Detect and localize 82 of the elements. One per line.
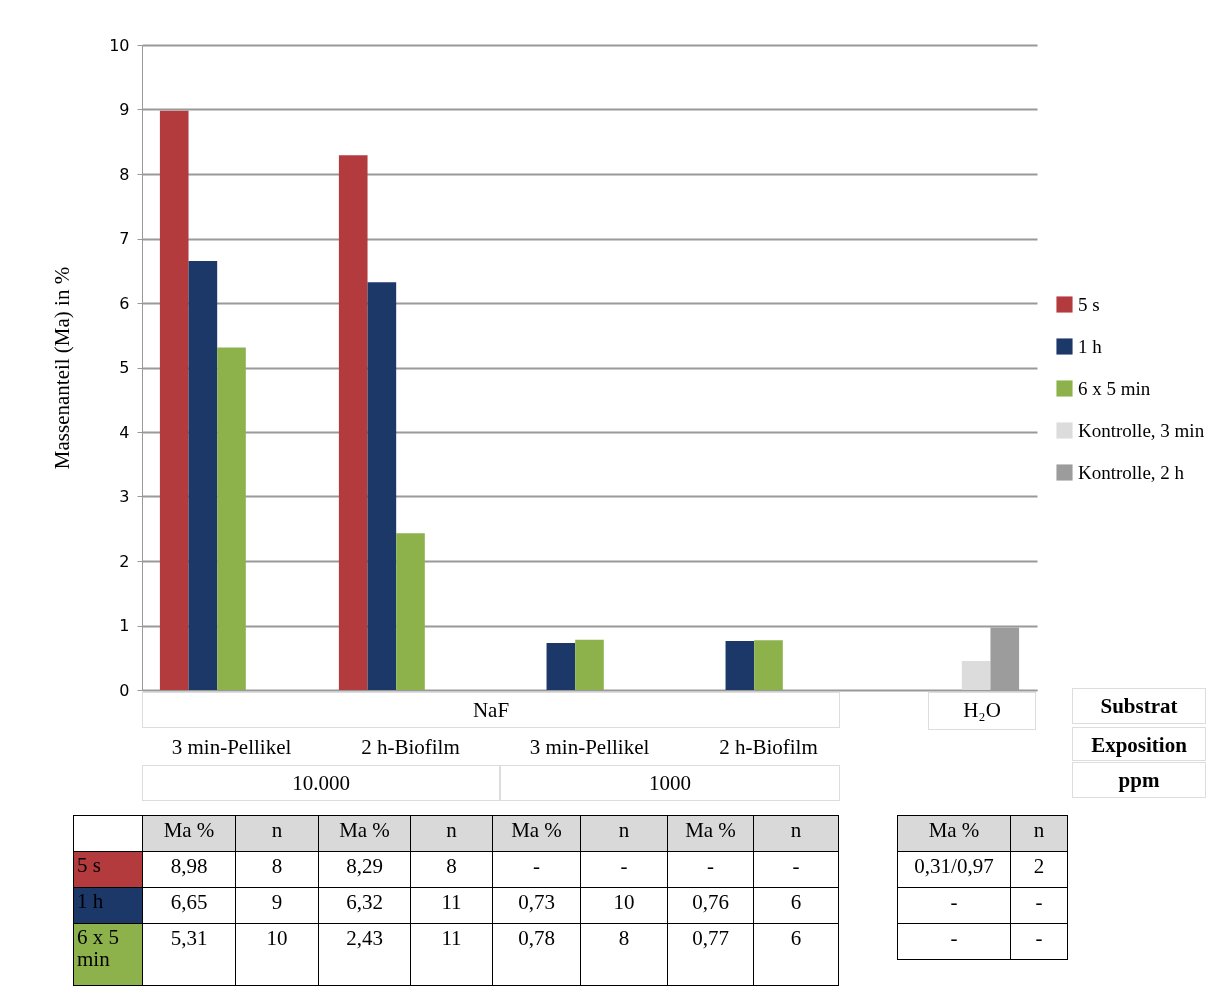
text: 6 x 5 min [77,925,119,971]
text: 11 [410,923,493,986]
text: 6,32 [318,887,411,924]
x-tick-label: 2 h-Biofilm [719,734,818,759]
bar [754,640,783,690]
bar [217,347,246,690]
legend-label: 1 h [1078,335,1103,357]
text: - [580,851,668,888]
text: Ma % [667,815,754,852]
y-tick-label: 5 [119,358,130,377]
y-tick-label: 2 [119,551,130,571]
text: 10 [235,923,319,986]
text: n [1010,815,1068,852]
text: ppm [1072,762,1206,798]
text: 10.000 [142,765,500,801]
text: 6 [753,887,839,924]
text: - [1010,887,1068,924]
text: 5,31 [142,923,236,986]
text: NaF [142,692,840,728]
text: 0,31/0,97 [897,851,1011,888]
bar [367,282,397,690]
text: - [753,851,839,888]
text: 0,76 [667,887,754,924]
text: 1 h [77,889,104,913]
x-tick-label: 3 min-Pellikel [529,734,650,759]
text: Ma % [897,815,1011,852]
text: n [580,815,668,852]
y-tick-label: 1 [119,616,130,635]
text: Ma % [318,815,411,852]
text: Exposition [1072,727,1206,761]
text: H₂O [928,692,1036,730]
y-tick-label: 7 [119,229,130,248]
text: 6 [753,923,839,986]
y-tick-label: 6 [119,293,130,313]
text: 8 [410,851,493,888]
text: 0,73 [492,887,581,924]
legend-label: 6 x 5 min [1078,377,1151,399]
text: - [492,851,581,888]
text: - [667,851,754,888]
bar [575,639,604,690]
text: 8,29 [318,851,411,888]
legend-label: Kontrolle, 2 h [1078,461,1185,483]
bar [961,660,991,690]
text: 8,98 [142,851,236,888]
text: - [1010,923,1068,960]
bar [725,640,755,690]
text: Ma % [492,815,581,852]
text: 0,77 [667,923,754,986]
text: n [753,815,839,852]
text: 11 [410,887,493,924]
text: 8 [580,923,668,986]
x-tick-label: 3 min-Pellikel [171,734,292,759]
x-tick-label: 2 h-Biofilm [361,734,460,759]
y-tick-label: 4 [119,422,130,442]
bar [396,533,425,690]
y-tick-label: 10 [109,35,130,55]
text: 5 s [77,853,101,877]
text: 1000 [500,765,840,801]
bar [338,155,368,690]
y-tick-label: 3 [119,487,130,506]
bar [188,261,218,690]
text: 8 [235,851,319,888]
text: 0,78 [492,923,581,986]
text: 10 [580,887,668,924]
text: n [235,815,319,852]
y-tick-label: 9 [119,100,130,119]
text: n [410,815,493,852]
text: Substrat [1072,688,1206,724]
y-tick-label: 8 [119,164,130,184]
text: - [897,923,1011,960]
bar [546,642,576,690]
text: - [897,887,1011,924]
bar [159,110,189,690]
text: 9 [235,887,319,924]
text: 2,43 [318,923,411,986]
text: 6,65 [142,887,236,924]
y-tick-label: 0 [119,680,130,700]
text: 2 [1010,851,1068,888]
legend-label: Kontrolle, 3 min [1078,419,1205,441]
text: Ma % [142,815,236,852]
legend-label: 5 s [1078,293,1100,315]
y-axis-title: Massenanteil (Ma) in % [50,266,75,470]
